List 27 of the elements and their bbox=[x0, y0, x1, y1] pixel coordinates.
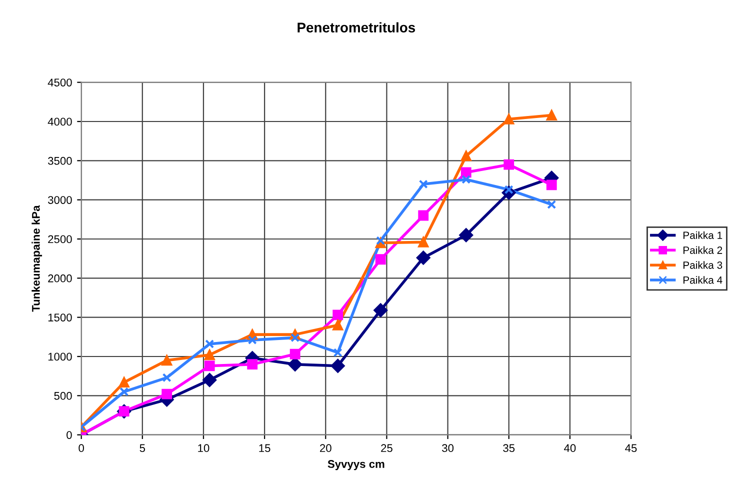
x-tick-label: 40 bbox=[564, 444, 576, 452]
x-tick-label: 10 bbox=[198, 444, 210, 452]
y-tick-label: 3500 bbox=[48, 156, 72, 165]
legend-label: Paikka 2 bbox=[683, 246, 722, 254]
y-tick-label: 3000 bbox=[48, 196, 72, 204]
legend-label: Paikka 3 bbox=[683, 261, 722, 269]
x-tick-label: 25 bbox=[381, 444, 392, 452]
x-tick-label: 30 bbox=[442, 444, 454, 452]
legend-label: Paikka 1 bbox=[683, 231, 722, 239]
y-tick-label: 1000 bbox=[48, 352, 72, 361]
y-tick-label: 4000 bbox=[48, 118, 72, 126]
y-tick-label: 2000 bbox=[48, 274, 72, 282]
x-tick-label: 5 bbox=[140, 444, 146, 452]
x-tick-label: 20 bbox=[320, 444, 332, 452]
x-tick-label: 35 bbox=[503, 444, 515, 452]
y-tick-label: 1500 bbox=[48, 314, 72, 322]
y-tick-label: 4500 bbox=[48, 78, 72, 86]
x-tick-label: 45 bbox=[625, 444, 637, 452]
x-tick-label: 15 bbox=[259, 444, 270, 452]
chart-title: Penetrometritulos bbox=[298, 22, 416, 32]
y-axis-title: Tunkeumapaine kPa bbox=[32, 205, 42, 312]
x-tick-label: 0 bbox=[78, 444, 84, 452]
y-tick-label: 500 bbox=[54, 392, 72, 400]
y-tick-label: 2500 bbox=[48, 235, 72, 244]
legend-label: Paikka 4 bbox=[683, 276, 722, 284]
x-axis-title: Syvyys cm bbox=[328, 460, 384, 470]
y-tick-label: 0 bbox=[66, 431, 72, 439]
